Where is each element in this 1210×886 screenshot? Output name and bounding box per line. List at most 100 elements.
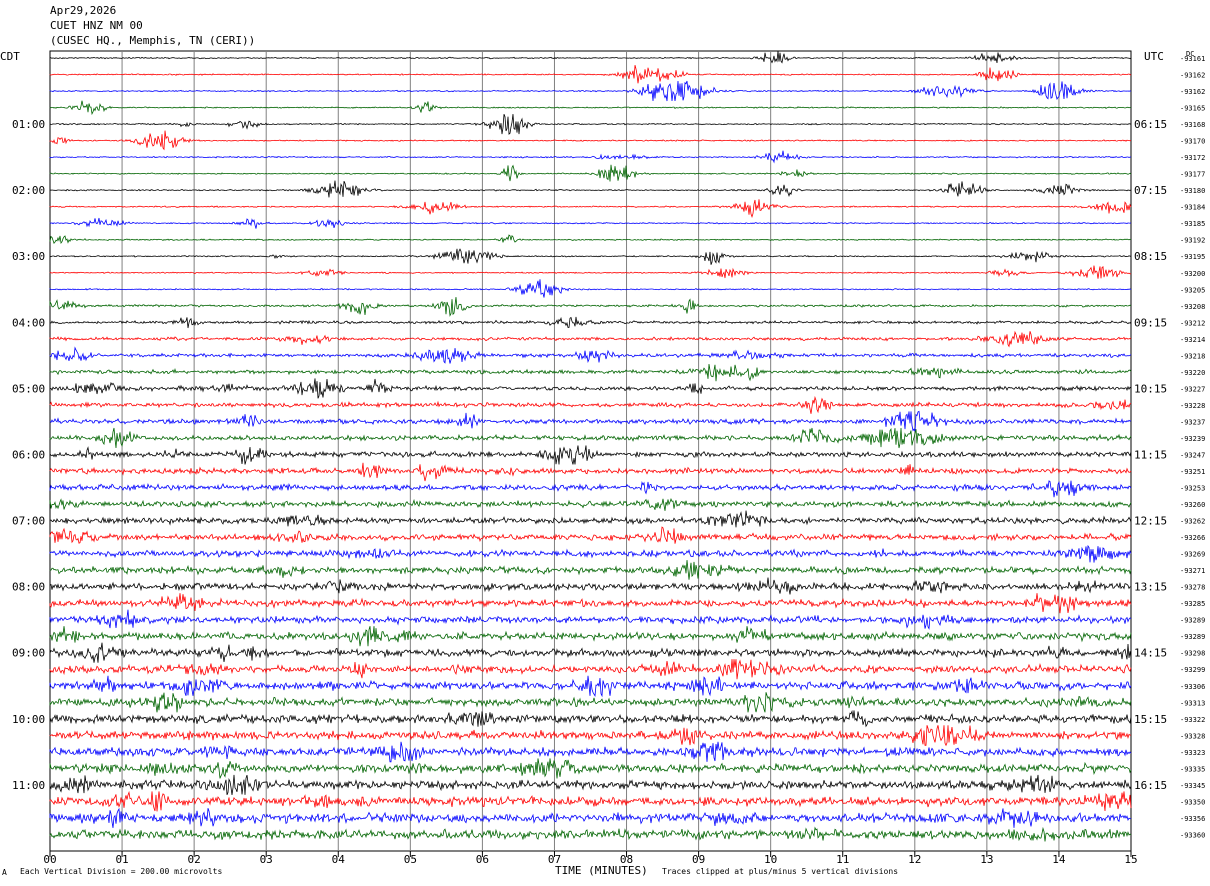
right-hour-label: 10:15 [1134,382,1167,395]
plot-frame [49,50,1132,852]
x-tick-label: 13 [980,853,993,866]
seismic-trace [49,410,1132,432]
trace-dc-offset: -93237 [1180,418,1205,426]
left-hour-label: 07:00 [12,515,45,528]
trace-dc-offset: -93165 [1180,105,1205,113]
x-tick-label: 14 [1052,853,1066,866]
corner-mark: A [2,868,7,877]
trace-dc-offset: -93260 [1180,501,1205,509]
seismic-trace [49,346,1132,364]
right-hour-label: 11:15 [1134,448,1167,461]
trace-dc-offset: -93205 [1180,286,1205,294]
scale-note: Each Vertical Division = 200.00 microvol… [20,867,223,876]
left-hour-label: 06:00 [12,448,45,461]
trace-dc-offset: -93322 [1180,716,1205,724]
seismic-trace [49,180,1132,198]
seismic-trace [49,164,1132,182]
seismic-trace [49,378,1132,399]
seismic-trace [49,774,1132,796]
seismic-trace [49,758,1132,779]
trace-dc-offset: -93214 [1180,336,1205,344]
seismic-trace [49,725,1131,747]
seismic-trace [49,80,1132,102]
trace-dc-offset: -93285 [1180,600,1205,608]
x-tick-label: 06 [476,853,489,866]
station-code: CUET HNZ NM 00 [50,19,143,32]
seismic-trace [49,526,1132,544]
trace-dc-offset: -93266 [1180,534,1205,542]
trace-dc-offset: -93170 [1180,138,1205,146]
trace-dc-offset: -93271 [1180,567,1205,575]
seismic-trace [49,100,1131,116]
x-tick-label: 03 [260,853,273,866]
trace-dc-offset: -93195 [1180,253,1205,261]
trace-dc-offset: -93253 [1180,485,1205,493]
seismic-trace [49,826,1132,842]
x-tick-label: 05 [404,853,417,866]
left-hour-label: 11:00 [12,779,45,792]
x-tick-label: 07 [548,853,561,866]
seismic-trace [49,217,1132,229]
right-hour-label: 15:15 [1134,713,1167,726]
left-hour-label: 10:00 [12,713,45,726]
trace-dc-offset: -93180 [1180,187,1205,195]
left-timezone-label: CDT [0,50,20,63]
seismic-trace [49,577,1131,595]
seismic-trace [49,709,1132,728]
seismic-trace [49,234,1132,245]
trace-dc-offset: -93335 [1180,765,1205,773]
trace-dc-offset: -93162 [1180,72,1205,80]
trace-dc-offset: -93177 [1180,171,1205,179]
seismic-trace [49,150,1132,164]
right-hour-label: 06:15 [1134,118,1167,131]
right-hour-label: 13:15 [1134,581,1167,594]
seismic-trace [49,609,1132,630]
right-hour-label: 07:15 [1134,184,1167,197]
trace-dc-offset: -93200 [1180,270,1205,278]
left-hour-label: 09:00 [12,647,45,660]
trace-dc-offset: -93360 [1180,831,1205,839]
trace-dc-offset: -93247 [1180,451,1205,459]
trace-dc-offset: -93299 [1180,666,1205,674]
seismic-trace [49,445,1132,465]
seismic-trace [49,50,1132,64]
trace-dc-offset: -93328 [1180,732,1205,740]
seismic-trace [49,199,1132,218]
seismic-trace [49,807,1132,828]
seismic-trace [49,130,1131,151]
dc-label: DC [1186,50,1194,58]
x-tick-label: 00 [43,853,56,866]
x-tick-label: 02 [188,853,201,866]
seismic-trace [49,330,1132,348]
trace-dc-offset: -93289 [1180,633,1205,641]
trace-dc-offset: -93220 [1180,369,1205,377]
seismic-trace [49,593,1132,614]
seismic-trace [49,113,1132,135]
right-hour-label: 16:15 [1134,779,1167,792]
x-tick-label: 12 [908,853,921,866]
trace-dc-offset: -93269 [1180,551,1205,559]
seismic-trace [49,248,1132,265]
seismic-trace [49,395,1132,414]
x-tick-label: 09 [692,853,705,866]
left-hour-label: 03:00 [12,250,45,263]
trace-dc-offset: -93278 [1180,584,1205,592]
trace-dc-offset: -93212 [1180,319,1205,327]
trace-dc-offset: -93162 [1180,88,1205,96]
seismic-trace [49,363,1132,382]
x-tick-label: 01 [115,853,128,866]
seismic-trace [49,265,1132,279]
x-tick-label: 04 [332,853,346,866]
seismic-trace [49,498,1132,511]
seismic-trace [49,790,1132,812]
trace-dc-offset: -93306 [1180,683,1205,691]
trace-dc-offset: -93161 [1180,55,1205,63]
seismic-trace [49,316,1132,329]
seismic-trace [49,560,1132,580]
trace-dc-offset: -93262 [1180,518,1205,526]
left-hour-label: 04:00 [12,316,45,329]
x-tick-label: 15 [1124,853,1137,866]
trace-dc-offset: -93251 [1180,468,1205,476]
right-hour-label: 08:15 [1134,250,1167,263]
trace-dc-offset: -93313 [1180,699,1205,707]
